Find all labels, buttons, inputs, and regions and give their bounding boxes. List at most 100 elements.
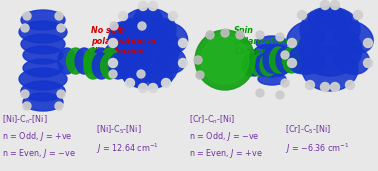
Ellipse shape bbox=[246, 54, 262, 76]
Ellipse shape bbox=[288, 38, 296, 48]
Ellipse shape bbox=[302, 47, 358, 91]
Ellipse shape bbox=[276, 47, 294, 73]
Ellipse shape bbox=[290, 46, 326, 74]
Ellipse shape bbox=[118, 43, 178, 89]
Ellipse shape bbox=[154, 47, 186, 73]
Ellipse shape bbox=[23, 102, 31, 110]
Text: Spin
polarization in
Chromocene: Spin polarization in Chromocene bbox=[234, 26, 300, 56]
Text: [Cr]-C$_n$-[Ni]: [Cr]-C$_n$-[Ni] bbox=[189, 113, 235, 126]
Text: [Cr]-C$_5$-[Ni]: [Cr]-C$_5$-[Ni] bbox=[285, 124, 332, 136]
Ellipse shape bbox=[298, 24, 362, 76]
Ellipse shape bbox=[21, 81, 65, 101]
Ellipse shape bbox=[108, 23, 144, 53]
Ellipse shape bbox=[330, 82, 339, 91]
Ellipse shape bbox=[236, 31, 244, 39]
Ellipse shape bbox=[178, 38, 187, 48]
Ellipse shape bbox=[251, 54, 267, 76]
Ellipse shape bbox=[169, 11, 178, 21]
Ellipse shape bbox=[242, 54, 258, 76]
Ellipse shape bbox=[288, 58, 296, 68]
Ellipse shape bbox=[110, 61, 150, 79]
Ellipse shape bbox=[122, 18, 150, 38]
Ellipse shape bbox=[108, 50, 152, 70]
Ellipse shape bbox=[101, 48, 119, 74]
Ellipse shape bbox=[109, 53, 127, 79]
Ellipse shape bbox=[364, 38, 372, 48]
Ellipse shape bbox=[125, 78, 135, 88]
Ellipse shape bbox=[282, 47, 301, 73]
Text: n = Odd, $J$ = $-$ve: n = Odd, $J$ = $-$ve bbox=[189, 130, 260, 143]
Ellipse shape bbox=[270, 47, 288, 73]
Text: [Ni]-C$_n$-[Ni]: [Ni]-C$_n$-[Ni] bbox=[2, 113, 47, 126]
Ellipse shape bbox=[258, 73, 286, 85]
Ellipse shape bbox=[138, 83, 147, 93]
Ellipse shape bbox=[353, 10, 363, 19]
Ellipse shape bbox=[305, 81, 314, 89]
Ellipse shape bbox=[138, 22, 146, 30]
Ellipse shape bbox=[108, 38, 118, 48]
Ellipse shape bbox=[138, 2, 147, 10]
Ellipse shape bbox=[254, 53, 290, 69]
Text: $J$ = 12.64 cm$^{-1}$: $J$ = 12.64 cm$^{-1}$ bbox=[96, 142, 160, 156]
Ellipse shape bbox=[75, 48, 93, 74]
Ellipse shape bbox=[281, 51, 289, 59]
Ellipse shape bbox=[57, 90, 65, 98]
Ellipse shape bbox=[58, 48, 76, 74]
Ellipse shape bbox=[55, 102, 63, 110]
Ellipse shape bbox=[256, 36, 288, 50]
Ellipse shape bbox=[57, 24, 65, 32]
Text: No spin
polarization in
Nickelocene: No spin polarization in Nickelocene bbox=[91, 26, 156, 56]
Ellipse shape bbox=[23, 46, 63, 64]
Ellipse shape bbox=[92, 48, 110, 74]
Ellipse shape bbox=[201, 36, 249, 84]
Text: [Ni]-C$_5$-[Ni]: [Ni]-C$_5$-[Ni] bbox=[96, 124, 142, 136]
Ellipse shape bbox=[147, 66, 173, 86]
Ellipse shape bbox=[178, 58, 187, 68]
Ellipse shape bbox=[256, 63, 288, 77]
Ellipse shape bbox=[134, 8, 162, 28]
Ellipse shape bbox=[137, 70, 145, 78]
Ellipse shape bbox=[84, 53, 102, 79]
Ellipse shape bbox=[84, 48, 102, 74]
Ellipse shape bbox=[109, 70, 117, 78]
Ellipse shape bbox=[21, 10, 65, 30]
Text: n = Even, $J$ = +ve: n = Even, $J$ = +ve bbox=[189, 147, 263, 160]
Ellipse shape bbox=[19, 21, 67, 43]
Ellipse shape bbox=[300, 7, 360, 53]
Ellipse shape bbox=[289, 47, 307, 73]
Ellipse shape bbox=[123, 66, 149, 86]
Ellipse shape bbox=[345, 81, 355, 89]
Ellipse shape bbox=[334, 46, 370, 74]
Ellipse shape bbox=[23, 12, 31, 20]
Ellipse shape bbox=[108, 30, 152, 50]
Ellipse shape bbox=[21, 90, 29, 98]
Ellipse shape bbox=[196, 71, 204, 79]
Ellipse shape bbox=[328, 11, 352, 29]
Ellipse shape bbox=[330, 1, 339, 10]
Ellipse shape bbox=[297, 10, 307, 19]
Ellipse shape bbox=[254, 44, 290, 60]
Ellipse shape bbox=[149, 83, 158, 93]
Ellipse shape bbox=[108, 58, 118, 68]
Ellipse shape bbox=[263, 47, 281, 73]
Ellipse shape bbox=[149, 2, 158, 10]
Ellipse shape bbox=[161, 78, 170, 88]
Ellipse shape bbox=[256, 31, 264, 39]
Ellipse shape bbox=[287, 21, 325, 53]
Ellipse shape bbox=[308, 11, 332, 29]
Ellipse shape bbox=[118, 11, 127, 21]
Ellipse shape bbox=[206, 31, 214, 39]
Ellipse shape bbox=[55, 12, 63, 20]
Text: n = Odd, $J$ = +ve: n = Odd, $J$ = +ve bbox=[2, 130, 73, 143]
Ellipse shape bbox=[106, 39, 154, 61]
Text: n = Even, $J$ = $-$ve: n = Even, $J$ = $-$ve bbox=[2, 147, 76, 160]
Ellipse shape bbox=[67, 48, 85, 74]
Ellipse shape bbox=[152, 23, 187, 53]
Ellipse shape bbox=[276, 91, 284, 99]
Ellipse shape bbox=[321, 1, 330, 10]
Ellipse shape bbox=[194, 56, 202, 64]
Ellipse shape bbox=[364, 58, 372, 68]
Ellipse shape bbox=[110, 21, 150, 39]
Ellipse shape bbox=[120, 8, 176, 52]
Ellipse shape bbox=[101, 53, 119, 79]
